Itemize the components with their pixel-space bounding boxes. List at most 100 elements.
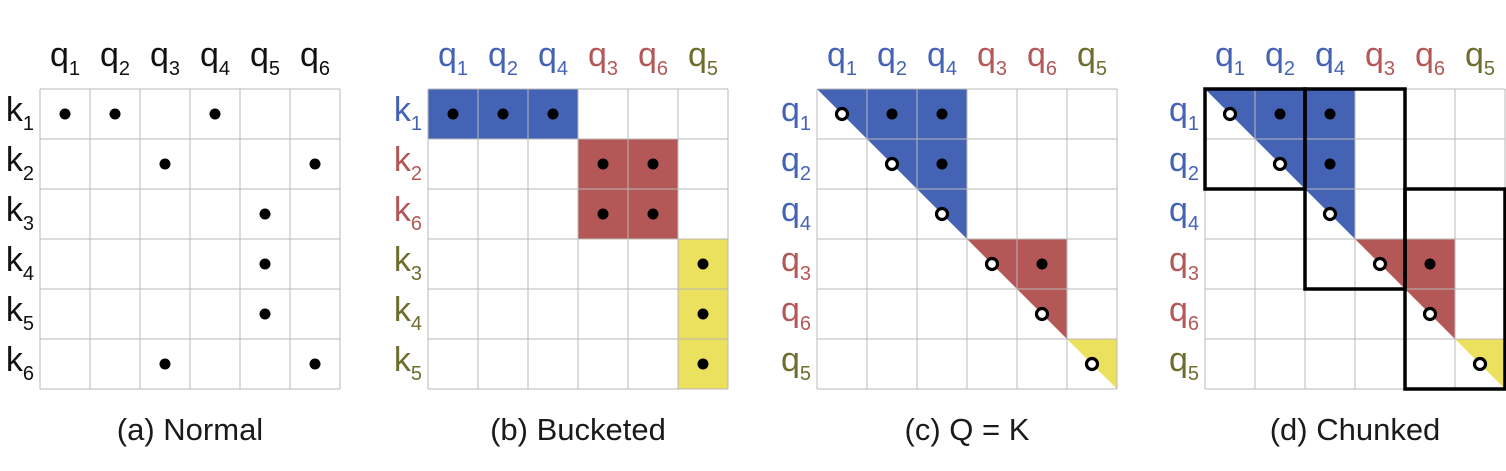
col-label: q3 [1365, 36, 1395, 80]
col-label-subscript: 1 [457, 58, 468, 80]
row-label: q3 [1169, 241, 1199, 285]
row-label: q1 [781, 91, 811, 135]
row-label: k4 [6, 241, 34, 285]
row-label-subscript: 5 [23, 313, 34, 335]
panel-caption: (b) Bucketed [490, 412, 666, 447]
col-label-subscript: 1 [846, 58, 857, 80]
col-label-base: q [827, 36, 846, 74]
col-label-base: q [638, 36, 657, 74]
row-label-subscript: 3 [800, 263, 811, 285]
row-label-base: q [1169, 241, 1188, 279]
col-label-subscript: 5 [707, 58, 718, 80]
col-label-base: q [1027, 36, 1046, 74]
self-attention-dot [1372, 256, 1388, 272]
col-label-subscript: 4 [219, 58, 230, 80]
col-label-subscript: 2 [119, 58, 130, 80]
self-attention-dot [984, 256, 1000, 272]
self-attention-dot [1272, 156, 1288, 172]
col-label-base: q [200, 36, 219, 74]
row-label: k3 [6, 191, 34, 235]
col-label: q4 [538, 36, 568, 80]
row-label-base: q [781, 291, 800, 329]
col-label: q5 [250, 36, 280, 80]
row-label-subscript: 6 [1188, 313, 1199, 335]
attention-dot [886, 108, 898, 120]
row-label-base: q [781, 141, 800, 179]
row-label: q1 [1169, 91, 1199, 135]
attention-dot [497, 108, 509, 120]
panel-caption: (a) Normal [117, 412, 263, 447]
self-attention-dot [1322, 206, 1338, 222]
attention-dot [597, 208, 609, 220]
col-label: q5 [1077, 36, 1107, 80]
attention-dot [697, 258, 709, 270]
row-label-base: k [6, 191, 24, 229]
row-label-subscript: 5 [411, 363, 422, 385]
col-label-base: q [538, 36, 557, 74]
row-label: q6 [1169, 291, 1199, 335]
attention-dot [1036, 258, 1048, 270]
col-label-subscript: 6 [1046, 58, 1057, 80]
row-label-base: q [1169, 291, 1188, 329]
row-label-base: k [394, 191, 412, 229]
col-label-base: q [588, 36, 607, 74]
self-attention-dot [834, 106, 850, 122]
col-label-subscript: 6 [319, 58, 330, 80]
attention-dot [1324, 108, 1336, 120]
row-label: k5 [394, 341, 422, 385]
attention-dot [936, 158, 948, 170]
row-label: k3 [394, 241, 422, 285]
col-label: q1 [827, 36, 857, 80]
col-label: q4 [1315, 36, 1345, 80]
row-label-base: q [1169, 341, 1188, 379]
col-label-subscript: 3 [996, 58, 1007, 80]
attention-dot [309, 158, 321, 170]
row-label: q5 [781, 341, 811, 385]
row-label-subscript: 1 [23, 113, 34, 135]
row-label-base: k [6, 141, 24, 179]
attention-dot [59, 108, 71, 120]
row-label-subscript: 4 [800, 213, 811, 235]
row-label-base: k [6, 91, 24, 129]
self-attention-dot [934, 206, 950, 222]
col-label-subscript: 3 [607, 58, 618, 80]
col-label: q3 [588, 36, 618, 80]
row-label-subscript: 1 [411, 113, 422, 135]
attention-dot [159, 158, 171, 170]
col-label-subscript: 6 [657, 58, 668, 80]
col-label-subscript: 2 [1284, 58, 1295, 80]
row-label-subscript: 2 [23, 163, 34, 185]
panel-caption: (d) Chunked [1270, 412, 1441, 447]
row-label-base: q [781, 191, 800, 229]
col-label-base: q [927, 36, 946, 74]
row-label-base: k [6, 341, 24, 379]
col-label: q4 [200, 36, 230, 80]
row-label-subscript: 4 [1188, 213, 1199, 235]
col-label: q5 [688, 36, 718, 80]
row-label-base: q [1169, 191, 1188, 229]
row-label-subscript: 3 [411, 263, 422, 285]
col-label-subscript: 3 [169, 58, 180, 80]
grid-lines [427, 88, 729, 390]
attention-dot [259, 208, 271, 220]
attention-dot [447, 108, 459, 120]
col-label: q1 [50, 36, 80, 80]
row-label-subscript: 5 [800, 363, 811, 385]
row-label-subscript: 2 [411, 163, 422, 185]
grid-lines [816, 88, 1118, 390]
attention-dot [547, 108, 559, 120]
col-label-base: q [688, 36, 707, 74]
row-label-subscript: 3 [1188, 263, 1199, 285]
col-label-subscript: 5 [1096, 58, 1107, 80]
col-label: q1 [1215, 36, 1245, 80]
attention-dot [647, 208, 659, 220]
self-attention-dot [884, 156, 900, 172]
self-attention-dot [1422, 306, 1438, 322]
col-label-base: q [1215, 36, 1234, 74]
self-attention-dot [1472, 356, 1488, 372]
row-label-base: k [394, 341, 412, 379]
row-label-subscript: 2 [1188, 163, 1199, 185]
